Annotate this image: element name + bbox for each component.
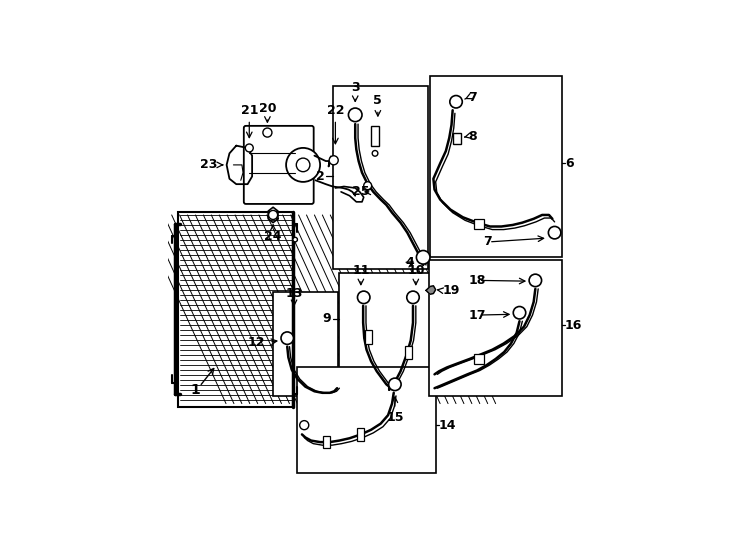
Circle shape (407, 291, 419, 303)
Text: 4: 4 (405, 256, 414, 269)
FancyBboxPatch shape (244, 126, 313, 204)
Circle shape (513, 307, 526, 319)
Bar (429, 260, 562, 396)
Text: 25: 25 (352, 185, 369, 198)
Circle shape (372, 151, 378, 156)
Text: 11: 11 (352, 264, 370, 276)
Bar (178, 212, 293, 407)
Text: 14: 14 (439, 418, 457, 431)
Text: 2: 2 (316, 170, 324, 183)
Circle shape (286, 148, 320, 182)
Text: 21: 21 (241, 104, 258, 117)
Text: 17: 17 (468, 308, 486, 321)
Bar (371, 126, 379, 146)
Polygon shape (426, 286, 436, 294)
Bar (474, 219, 484, 229)
Circle shape (548, 226, 561, 239)
Text: 9: 9 (322, 313, 331, 326)
Text: 20: 20 (258, 102, 276, 115)
Bar (366, 330, 372, 343)
Text: 24: 24 (264, 231, 282, 244)
Text: 7: 7 (483, 235, 492, 248)
Bar (273, 292, 338, 396)
Text: 22: 22 (327, 104, 344, 117)
Circle shape (450, 96, 462, 108)
Circle shape (299, 421, 309, 430)
Polygon shape (227, 146, 252, 184)
Circle shape (297, 158, 310, 172)
Text: 16: 16 (565, 319, 582, 332)
Bar (333, 86, 428, 269)
Circle shape (349, 108, 362, 122)
Bar (357, 428, 364, 441)
Bar (405, 346, 412, 359)
Text: 1: 1 (191, 383, 200, 397)
Circle shape (329, 156, 338, 165)
Bar (453, 132, 461, 144)
Bar (339, 273, 433, 390)
Bar (474, 354, 484, 363)
Text: 23: 23 (200, 158, 217, 171)
Text: 8: 8 (468, 130, 477, 143)
Text: 18: 18 (468, 274, 486, 287)
Text: 13: 13 (286, 287, 302, 300)
Text: 7: 7 (468, 91, 477, 104)
Text: 15: 15 (386, 411, 404, 424)
Circle shape (364, 182, 371, 190)
Text: 12: 12 (247, 335, 264, 348)
Ellipse shape (246, 128, 312, 202)
Circle shape (388, 378, 401, 390)
Circle shape (416, 251, 430, 264)
Text: 19: 19 (443, 284, 459, 297)
Text: 5: 5 (374, 94, 382, 107)
Bar (297, 367, 436, 473)
Text: 10: 10 (407, 264, 424, 276)
Bar (430, 76, 562, 257)
Text: 6: 6 (565, 157, 573, 170)
Circle shape (357, 291, 370, 303)
Circle shape (529, 274, 542, 287)
Text: 3: 3 (351, 81, 360, 94)
Circle shape (293, 237, 297, 242)
Bar (324, 436, 330, 448)
Circle shape (263, 128, 272, 137)
Circle shape (269, 211, 277, 219)
Circle shape (281, 332, 294, 345)
Circle shape (245, 144, 253, 152)
